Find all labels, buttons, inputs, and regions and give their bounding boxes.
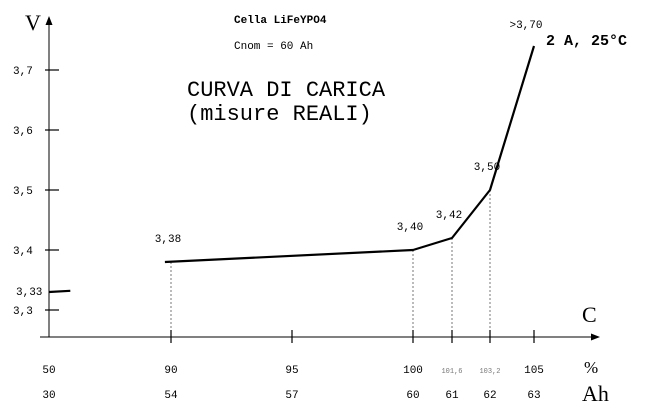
point-value-label: 3,38 [155,234,181,246]
charge-series [48,45,536,294]
x-tick-percent-label: 105 [524,365,544,377]
x-tick-ah-label: 60 [406,390,419,402]
x-tick-percent-label: 101,6 [441,368,462,376]
point-value-label: 3,33 [16,287,42,299]
x-tick-ah-label: 62 [483,390,496,402]
x-tick-percent-label: 100 [403,365,423,377]
point-value-label: 3,50 [474,162,500,174]
point-value-label: 3,42 [436,210,462,222]
chart-title-line2: (misure REALI) [187,102,372,127]
point-value-label: 3,40 [397,222,423,234]
segment-main [164,45,536,264]
condition-label: 2 A, 25°C [546,33,627,50]
x-tick-ah-label: 30 [42,390,55,402]
y-axis-arrow-icon [45,16,53,25]
x-axis-arrow-icon [591,333,600,341]
x-axis-label: C [582,302,597,327]
ah-unit-label: Ah [582,381,609,406]
point-labels: 3,33 3,38 3,40 3,42 3,50 >3,70 [16,20,543,299]
percent-unit-label: % [584,358,598,377]
x-tick-ah-label: 54 [164,390,178,402]
point-value-label: >3,70 [509,20,542,32]
x-tick-ah-label: 57 [285,390,298,402]
cell-label: Cella LiFeYPO4 [234,15,327,27]
x-tick-ah-label: 63 [527,390,540,402]
x-tick-percent-label: 103,2 [479,368,500,376]
y-ticks: 3,3 3,4 3,5 3,6 3,7 [13,66,59,318]
x-ticks: 50 30 90 54 95 57 100 60 101,6 61 103,2 62 105 63 [42,330,544,402]
x-tick-percent-label: 50 [42,365,55,377]
x-tick-percent-label: 95 [285,365,298,377]
y-tick-label: 3,3 [13,306,33,318]
x-tick-percent-label: 90 [164,365,177,377]
y-tick-label: 3,6 [13,126,33,138]
y-axis-label: V [25,10,41,35]
guide-lines [170,190,491,337]
segment-initial [48,289,71,294]
capacity-label: Cnom = 60 Ah [234,41,313,53]
x-tick-ah-label: 61 [445,390,459,402]
chart-title-line1: CURVA DI CARICA [187,78,386,103]
y-tick-label: 3,4 [13,246,33,258]
y-tick-label: 3,7 [13,66,33,78]
y-tick-label: 3,5 [13,186,33,198]
